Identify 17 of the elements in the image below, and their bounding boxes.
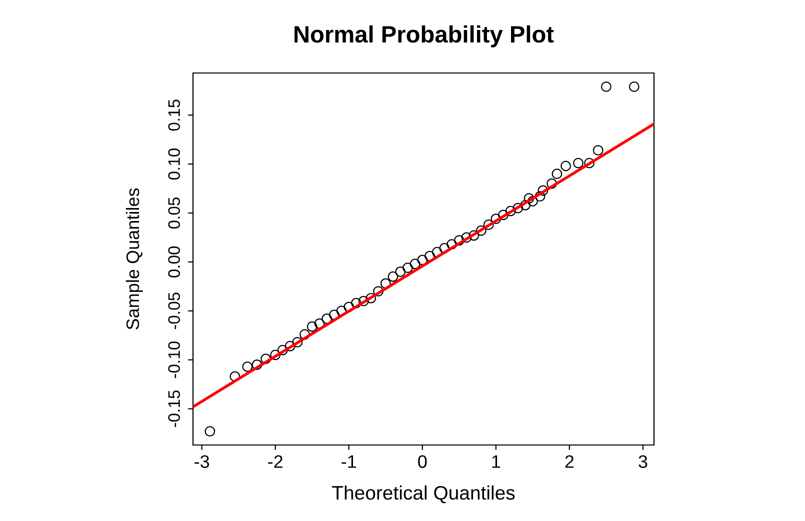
chart-title: Normal Probability Plot: [294, 25, 554, 48]
x-tick-label: -3: [194, 455, 210, 468]
y-axis-title: Sample Quantiles: [126, 188, 143, 330]
x-tick-label: 0: [418, 455, 427, 468]
x-tick-label: -1: [342, 455, 356, 468]
y-tick-label: 0.00: [168, 246, 180, 278]
y-tick-label: 0.15: [168, 100, 180, 131]
y-tick-label: 0.05: [168, 197, 180, 229]
x-tick-label: 3: [638, 455, 648, 468]
x-axis-title: Theoretical Quantiles: [332, 485, 515, 504]
x-tick-label: 2: [565, 455, 574, 468]
y-tick-label: -0.05: [168, 292, 180, 330]
y-tick-label: -0.10: [168, 341, 180, 378]
y-tick-label: 0.10: [168, 148, 180, 180]
x-tick-label: 1: [492, 455, 500, 468]
x-tick-label: -2: [268, 455, 282, 468]
y-tick-label: -0.15: [168, 390, 180, 428]
